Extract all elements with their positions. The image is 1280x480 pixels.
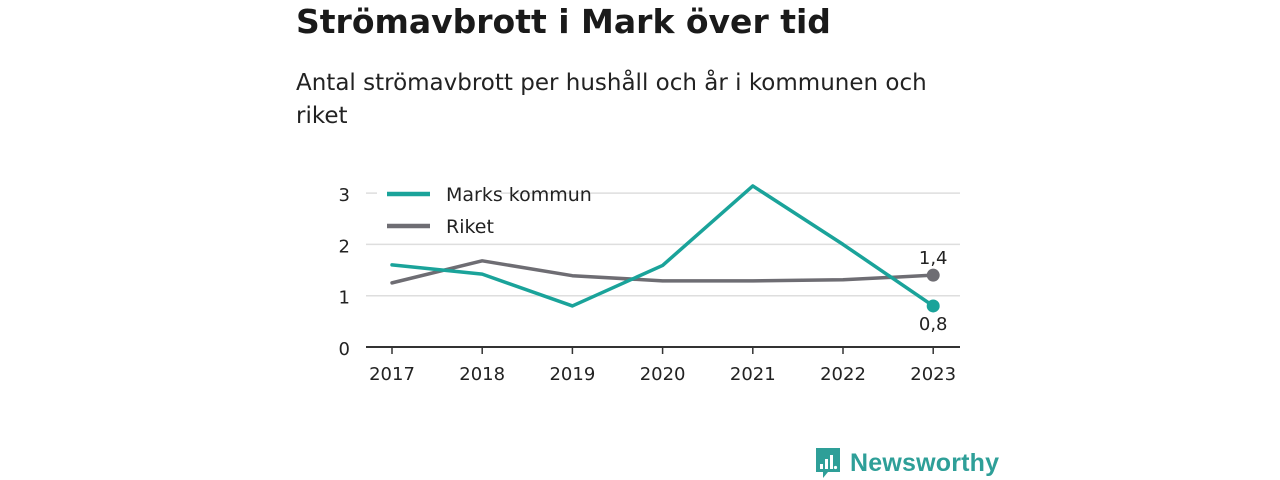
end-value-label: 0,8 bbox=[919, 314, 948, 335]
line-chart: 0 1 2 3 2017 2018 2019 2020 2021 2022 2023 0,8 1,4… bbox=[339, 184, 960, 385]
legend-label: Marks kommun bbox=[446, 184, 592, 206]
series-lines bbox=[390, 184, 935, 308]
x-tick-label: 2021 bbox=[730, 364, 776, 385]
newsworthy-brand: Newsworthy bbox=[814, 446, 999, 480]
end-point-marker bbox=[926, 299, 940, 313]
bar-chart-speech-bubble-icon bbox=[816, 448, 840, 478]
x-tick-label: 2017 bbox=[369, 364, 415, 385]
series-line bbox=[390, 259, 935, 285]
y-tick-label: 2 bbox=[339, 236, 350, 257]
y-tick-labels: 0 1 2 3 bbox=[339, 185, 350, 360]
legend: Marks kommun Riket bbox=[377, 184, 592, 238]
y-tick-label: 0 bbox=[339, 339, 350, 360]
y-tick-label: 3 bbox=[339, 185, 350, 206]
end-value-label: 1,4 bbox=[919, 248, 948, 269]
end-point-marker bbox=[926, 268, 940, 282]
y-tick-label: 1 bbox=[339, 288, 350, 309]
x-tick-label: 2020 bbox=[640, 364, 686, 385]
legend-background bbox=[377, 219, 501, 233]
x-tick-labels: 2017 2018 2019 2020 2021 2022 2023 bbox=[369, 364, 956, 385]
x-axis bbox=[366, 346, 960, 354]
chart-title: Strömavbrott i Mark över tid bbox=[296, 2, 831, 41]
x-tick-label: 2023 bbox=[910, 364, 956, 385]
chart-subtitle: Antal strömavbrott per hushåll och år i … bbox=[296, 70, 927, 129]
brand-name: Newsworthy bbox=[850, 448, 1000, 477]
legend-label: Riket bbox=[446, 216, 494, 238]
x-tick-label: 2019 bbox=[549, 364, 595, 385]
series-line bbox=[390, 184, 935, 308]
end-markers: 0,8 1,4 bbox=[919, 248, 948, 335]
x-tick-label: 2022 bbox=[820, 364, 866, 385]
legend-background bbox=[377, 187, 501, 201]
x-tick-label: 2018 bbox=[459, 364, 505, 385]
